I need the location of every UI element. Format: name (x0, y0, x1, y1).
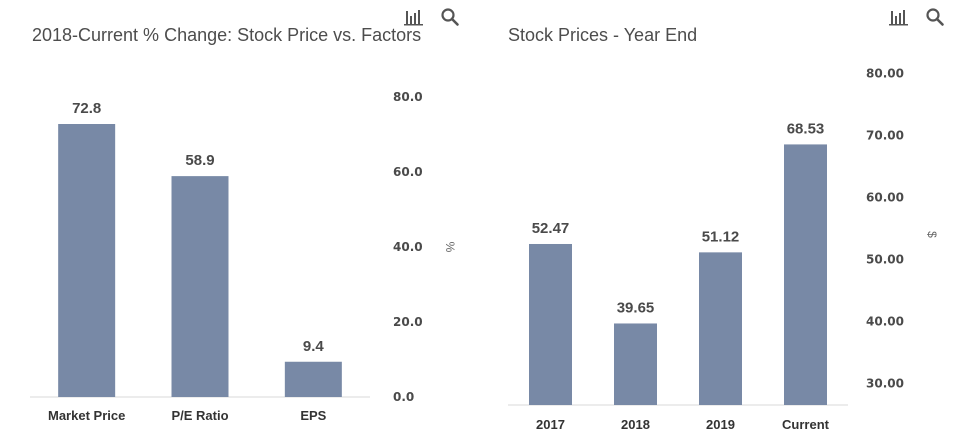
y-tick-label: 30.00 (866, 376, 904, 390)
bar (529, 243, 572, 405)
y-tick-label: 40.00 (866, 314, 904, 328)
search-icon (926, 8, 944, 26)
stock-prices-chart: 52.47 2017 39.65 2018 51.12 2019 68.53 Current 3… (508, 66, 939, 432)
bar (784, 144, 827, 405)
y-tick-label: 40.0 (393, 240, 423, 254)
category-label: Current (782, 417, 830, 432)
bar (614, 323, 657, 405)
search-button[interactable] (439, 6, 461, 28)
data-label: 58.9 (185, 152, 214, 169)
bar (699, 252, 742, 405)
data-label: 72.8 (72, 100, 101, 117)
y-axis-label: $ (925, 231, 939, 238)
chart-toolbar (888, 6, 946, 28)
chart-title: 2018-Current % Change: Stock Price vs. F… (32, 25, 422, 45)
bar-chart-button[interactable] (403, 6, 425, 28)
y-tick-label: 60.00 (866, 190, 904, 204)
bar-chart-icon (889, 10, 908, 26)
category-label: P/E Ratio (171, 408, 228, 423)
chart-toolbar (403, 6, 461, 28)
chart-title: Stock Prices - Year End (508, 25, 698, 45)
search-button[interactable] (924, 6, 946, 28)
y-tick-label: 70.00 (866, 128, 904, 142)
category-label: 2018 (621, 417, 650, 432)
search-icon (441, 8, 459, 26)
category-label: EPS (300, 408, 326, 423)
bar (58, 124, 116, 397)
bar-chart-button[interactable] (888, 6, 910, 28)
y-tick-label: 60.0 (393, 165, 423, 179)
y-tick-label: 80.0 (393, 90, 423, 104)
data-label: 52.47 (532, 220, 570, 237)
chart-panel-percent-change: 2018-Current % Change: Stock Price vs. F… (30, 6, 461, 423)
y-tick-label: 20.0 (393, 315, 423, 329)
percent-change-chart: 72.8 Market Price 58.9 P/E Ratio 9.4 EPS 0.0 20… (30, 90, 457, 423)
category-label: Market Price (48, 408, 125, 423)
chart-panel-stock-prices: Stock Prices - Year End 52.47 2017 39.65 20… (480, 0, 958, 443)
data-label: 68.53 (787, 120, 825, 137)
category-label: 2019 (706, 417, 735, 432)
data-label: 39.65 (617, 299, 655, 316)
data-label: 51.12 (702, 228, 740, 245)
y-tick-label: 80.00 (866, 66, 904, 80)
category-label: 2017 (536, 417, 565, 432)
data-label: 9.4 (303, 338, 325, 355)
bar-chart-icon (404, 10, 423, 26)
y-tick-label: 50.00 (866, 252, 904, 266)
y-axis-label: % (443, 242, 457, 253)
bar (284, 361, 342, 397)
bar (171, 176, 229, 397)
y-tick-label: 0.0 (393, 390, 414, 404)
